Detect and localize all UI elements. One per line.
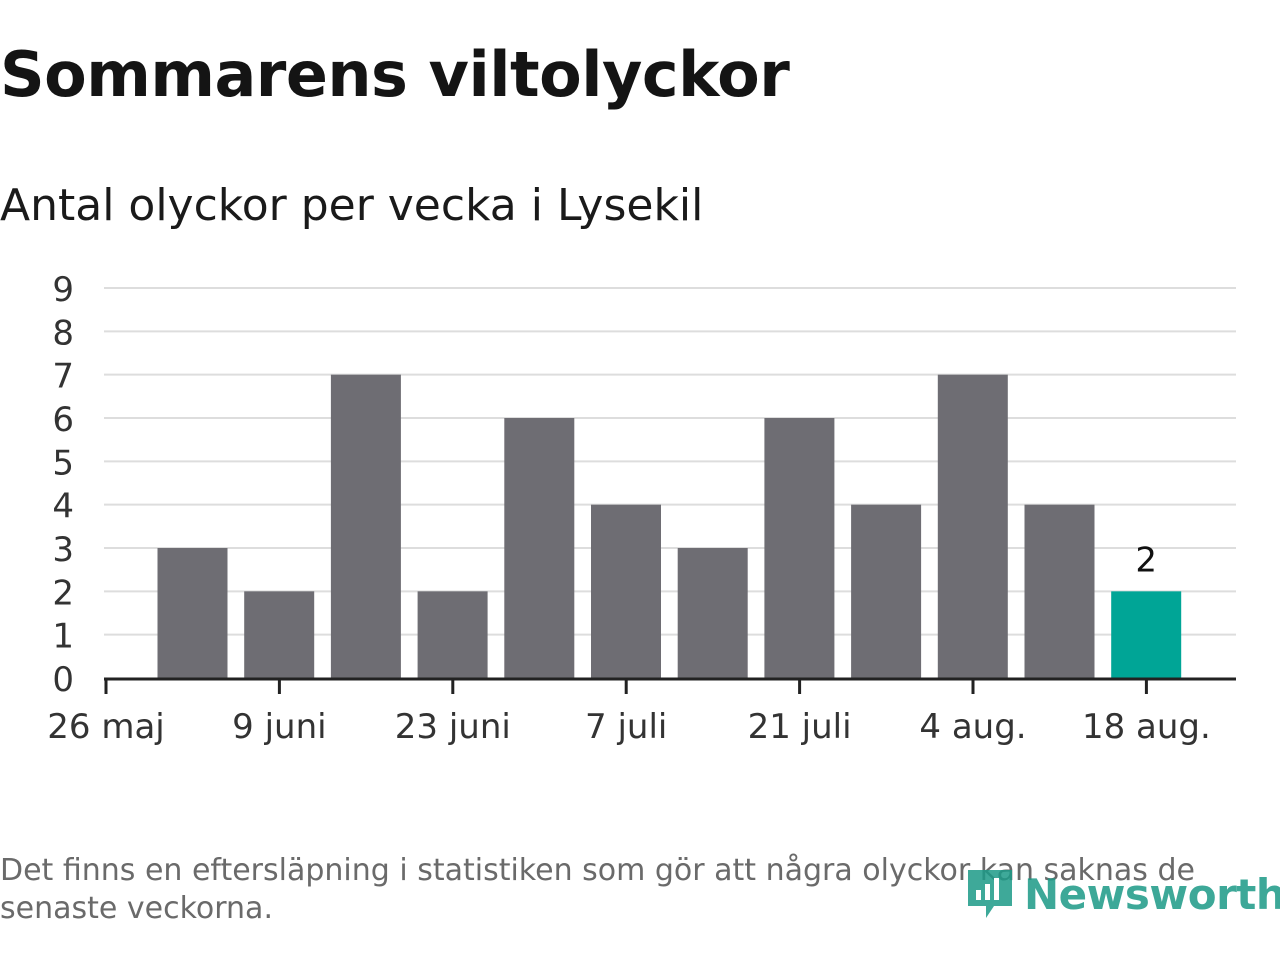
chart-title: Sommarens viltolyckor — [0, 38, 790, 111]
logo-text: Newsworthy — [1024, 869, 1280, 919]
x-tick-label: 26 maj — [47, 707, 164, 747]
bar-2-juni — [157, 548, 228, 678]
bar-23-juni — [417, 591, 488, 678]
bar-4-aug- — [937, 374, 1008, 678]
bar-18-aug- — [1111, 591, 1182, 678]
x-tick-label: 9 juni — [232, 707, 326, 747]
y-tick-label: 6 — [52, 400, 74, 440]
bar-30-juni — [504, 418, 575, 678]
x-tick-labels: 26 maj 9 juni 23 juni 7 juli 21 juli 4 aug. 18… — [47, 707, 1211, 747]
y-tick-label: 3 — [52, 530, 74, 570]
y-tick-label: 0 — [52, 660, 74, 700]
bar-21-juli — [764, 418, 835, 678]
y-tick-label: 4 — [52, 487, 74, 527]
bar-7-juli — [591, 504, 661, 678]
bar-16-juni — [330, 374, 401, 678]
bar-28-juli — [851, 504, 922, 678]
data-label-last: 2 — [1135, 540, 1157, 580]
y-tick-label: 5 — [52, 443, 74, 483]
y-tick-label: 9 — [52, 270, 74, 310]
y-tick-label: 8 — [52, 313, 74, 353]
x-axis — [104, 677, 1236, 694]
data-labels: 2 — [1135, 540, 1157, 580]
x-tick-label: 18 aug. — [1082, 707, 1211, 747]
y-tick-label: 2 — [52, 573, 74, 613]
x-tick-label: 23 juni — [395, 707, 511, 747]
bar-14-juli — [677, 548, 748, 678]
x-tick-label: 7 juli — [585, 707, 667, 747]
x-tick-label: 21 juli — [748, 707, 852, 747]
bar-11-aug- — [1024, 504, 1095, 678]
bar-9-juni — [244, 591, 315, 678]
chart-subtitle: Antal olyckor per vecka i Lysekil — [0, 180, 704, 231]
x-tick-label: 4 aug. — [919, 707, 1026, 747]
y-tick-label: 1 — [52, 617, 74, 657]
newsworthy-logo-icon — [968, 870, 1012, 918]
bars — [157, 374, 1182, 678]
y-tick-label: 7 — [52, 357, 74, 397]
newsworthy-logo[interactable]: Newsworthy — [964, 862, 1280, 926]
